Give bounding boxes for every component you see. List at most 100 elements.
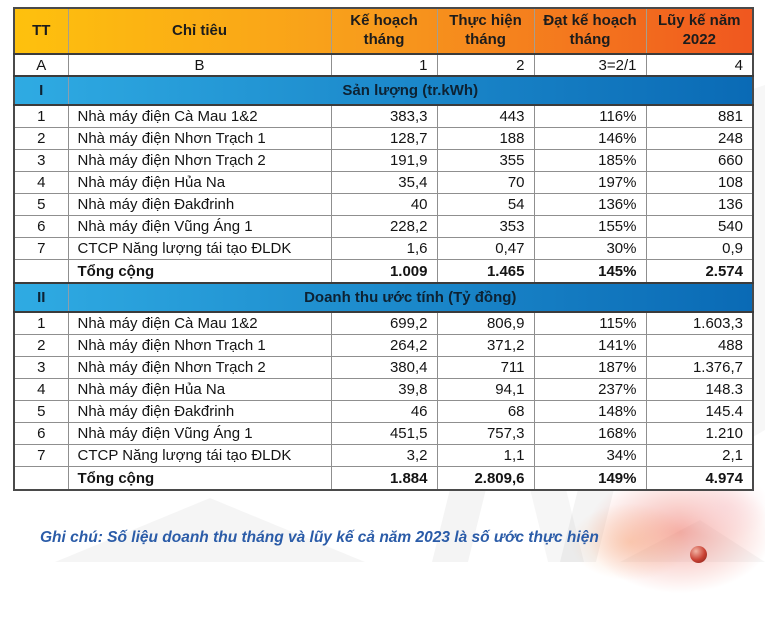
index-cell-1: 1 [330, 53, 438, 77]
cell-value: 116% [533, 104, 647, 128]
cell-name: Nhà máy điện Hủa Na [67, 171, 332, 194]
table-row: 3 Nhà máy điện Nhơn Trạch 2 380,4 711 187% 1.… [13, 356, 754, 379]
cell-value: 711 [436, 356, 535, 379]
cell-value: 35,4 [330, 171, 438, 194]
cell-name: Nhà máy điện Cà Mau 1&2 [67, 104, 332, 128]
cell-value: 1.376,7 [645, 356, 754, 379]
cell-value: 34% [533, 444, 647, 467]
table-row: 6 Nhà máy điện Vũng Áng 1 451,5 757,3 168% 1.… [13, 422, 754, 445]
cell-name: CTCP Năng lượng tái tạo ĐLDK [67, 237, 332, 260]
cell-value: 70 [436, 171, 535, 194]
cell-value: 68 [436, 400, 535, 423]
cell-value: 383,3 [330, 104, 438, 128]
cell-value: 1.603,3 [645, 311, 754, 335]
cell-value: 197% [533, 171, 647, 194]
report-table: TT Chỉ tiêu Kế hoạch tháng Thực hiện thá… [13, 7, 754, 491]
cell-index: 6 [13, 215, 69, 238]
total-value: 149% [533, 466, 647, 491]
total-value: 4.974 [645, 466, 754, 491]
cell-index: 5 [13, 193, 69, 216]
cell-value: 148% [533, 400, 647, 423]
cell-value: 228,2 [330, 215, 438, 238]
column-header-dat-ke-hoach-thang: Đạt kế hoạch tháng [533, 7, 647, 55]
cell-index: 7 [13, 237, 69, 260]
cell-value: 136% [533, 193, 647, 216]
index-cell-b: B [67, 53, 332, 77]
cell-index: 4 [13, 171, 69, 194]
cell-value: 881 [645, 104, 754, 128]
total-row: Tổng cộng 1.009 1.465 145% 2.574 [13, 259, 754, 284]
cell-empty [13, 259, 69, 284]
cell-index: 2 [13, 334, 69, 357]
table-body: I Sản lượng (tr.kWh) 1 Nhà máy điện Cà Mau … [13, 75, 754, 491]
table-row: 2 Nhà máy điện Nhơn Trạch 1 128,7 188 146% 24… [13, 127, 754, 150]
cell-value: 380,4 [330, 356, 438, 379]
cell-value: 30% [533, 237, 647, 260]
section-roman: II [13, 282, 69, 313]
column-header-chi-tieu: Chỉ tiêu [67, 7, 332, 55]
cell-value: 0,9 [645, 237, 754, 260]
cell-value: 443 [436, 104, 535, 128]
cell-value: 488 [645, 334, 754, 357]
cell-value: 191,9 [330, 149, 438, 172]
cell-index: 1 [13, 104, 69, 128]
table-row: 7 CTCP Năng lượng tái tạo ĐLDK 1,6 0,47 30% 0… [13, 237, 754, 260]
cell-value: 757,3 [436, 422, 535, 445]
cell-value: 371,2 [436, 334, 535, 357]
cell-name: Nhà máy điện Vũng Áng 1 [67, 215, 332, 238]
cell-value: 1.210 [645, 422, 754, 445]
cell-value: 355 [436, 149, 535, 172]
section-header-row: II Doanh thu ước tính (Tỷ đồng) [13, 282, 754, 313]
cell-value: 148.3 [645, 378, 754, 401]
cell-value: 660 [645, 149, 754, 172]
total-value: 1.465 [436, 259, 535, 284]
cell-value: 187% [533, 356, 647, 379]
total-label: Tổng cộng [67, 259, 332, 284]
cell-index: 5 [13, 400, 69, 423]
cell-name: Nhà máy điện Cà Mau 1&2 [67, 311, 332, 335]
cell-value: 185% [533, 149, 647, 172]
cell-value: 40 [330, 193, 438, 216]
total-value: 1.884 [330, 466, 438, 491]
cell-index: 2 [13, 127, 69, 150]
cell-value: 155% [533, 215, 647, 238]
cell-value: 353 [436, 215, 535, 238]
index-cell-a: A [13, 53, 69, 77]
table-row: 6 Nhà máy điện Vũng Áng 1 228,2 353 155% 540 [13, 215, 754, 238]
cell-index: 3 [13, 149, 69, 172]
total-value: 145% [533, 259, 647, 284]
cell-value: 0,47 [436, 237, 535, 260]
cell-value: 146% [533, 127, 647, 150]
cell-value: 128,7 [330, 127, 438, 150]
cell-name: Nhà máy điện Đakđrinh [67, 400, 332, 423]
cell-value: 168% [533, 422, 647, 445]
cell-name: Nhà máy điện Nhơn Trạch 1 [67, 334, 332, 357]
cell-index: 4 [13, 378, 69, 401]
cell-name: Nhà máy điện Đakđrinh [67, 193, 332, 216]
table-row: 1 Nhà máy điện Cà Mau 1&2 383,3 443 116% 881 [13, 104, 754, 128]
total-value: 1.009 [330, 259, 438, 284]
cell-value: 451,5 [330, 422, 438, 445]
index-cell-4: 4 [645, 53, 754, 77]
column-header-ke-hoach-thang: Kế hoạch tháng [330, 7, 438, 55]
cell-empty [13, 466, 69, 491]
cell-value: 248 [645, 127, 754, 150]
cell-name: Nhà máy điện Vũng Áng 1 [67, 422, 332, 445]
cell-value: 2,1 [645, 444, 754, 467]
table-row: 5 Nhà máy điện Đakđrinh 40 54 136% 136 [13, 193, 754, 216]
red-ball-decoration [690, 546, 707, 563]
cell-value: 54 [436, 193, 535, 216]
cell-value: 188 [436, 127, 535, 150]
cell-value: 699,2 [330, 311, 438, 335]
cell-index: 1 [13, 311, 69, 335]
cell-value: 1,1 [436, 444, 535, 467]
index-cell-3: 3=2/1 [533, 53, 647, 77]
cell-name: CTCP Năng lượng tái tạo ĐLDK [67, 444, 332, 467]
table-row: 7 CTCP Năng lượng tái tạo ĐLDK 3,2 1,1 34% 2,… [13, 444, 754, 467]
cell-name: Nhà máy điện Hủa Na [67, 378, 332, 401]
section-title: Sản lượng (tr.kWh) [67, 75, 754, 106]
table-row: 1 Nhà máy điện Cà Mau 1&2 699,2 806,9 115% 1.… [13, 311, 754, 335]
cell-value: 108 [645, 171, 754, 194]
table-row: 5 Nhà máy điện Đakđrinh 46 68 148% 145.4 [13, 400, 754, 423]
table-row: 4 Nhà máy điện Hủa Na 39,8 94,1 237% 148.3 [13, 378, 754, 401]
